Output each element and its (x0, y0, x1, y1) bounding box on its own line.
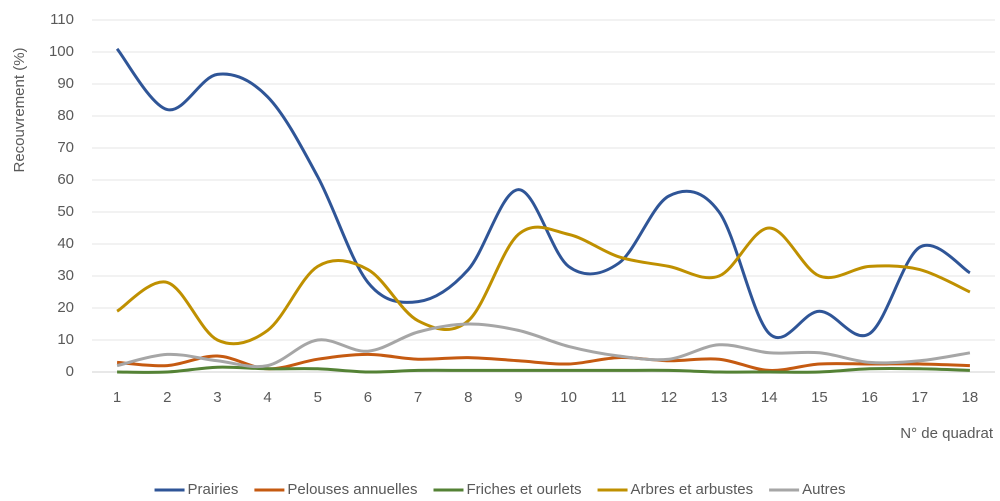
y-tick-label: 110 (50, 11, 74, 28)
y-tick-label: 30 (57, 267, 74, 284)
x-tick-label: 3 (213, 389, 221, 406)
y-tick-label: 20 (57, 299, 74, 316)
y-tick-label: 60 (57, 171, 74, 188)
legend-label: Arbres et arbustes (631, 481, 754, 498)
series-line (115, 47, 971, 340)
y-tick-label: 50 (57, 203, 74, 220)
y-tick-label: 90 (57, 75, 74, 92)
x-tick-label: 12 (661, 389, 678, 406)
x-tick-label: 8 (464, 389, 472, 406)
x-tick-label: 4 (263, 389, 271, 406)
x-tick-label: 1 (113, 389, 121, 406)
x-tick-label: 9 (514, 389, 522, 406)
x-tick-label: 13 (711, 389, 728, 406)
legend-label: Prairies (188, 481, 239, 498)
x-tick-label: 11 (611, 389, 627, 406)
y-tick-label: 40 (57, 235, 74, 252)
x-tick-label: 7 (414, 389, 422, 406)
y-tick-label: 0 (66, 363, 74, 380)
legend-label: Autres (802, 481, 845, 498)
x-axis-label: N° de quadrat (900, 425, 994, 442)
x-tick-label: 10 (560, 389, 577, 406)
x-tick-label: 18 (962, 389, 979, 406)
x-tick-label: 14 (761, 389, 778, 406)
x-tick-label: 16 (861, 389, 878, 406)
y-tick-label: 70 (57, 139, 74, 156)
x-tick-label: 2 (163, 389, 171, 406)
series-line (116, 225, 971, 346)
legend-label: Pelouses annuelles (287, 481, 417, 498)
x-tick-label: 17 (911, 389, 928, 406)
x-tick-label: 5 (314, 389, 322, 406)
y-tick-label: 100 (49, 43, 74, 60)
series-line (117, 365, 970, 374)
y-tick-label: 10 (57, 331, 74, 348)
series-line (116, 322, 971, 369)
x-tick-label: 6 (364, 389, 372, 406)
y-axis-label: Recouvrement (%) (11, 47, 28, 172)
x-tick-label: 15 (811, 389, 828, 406)
y-tick-label: 80 (57, 107, 74, 124)
legend-label: Friches et ourlets (466, 481, 581, 498)
